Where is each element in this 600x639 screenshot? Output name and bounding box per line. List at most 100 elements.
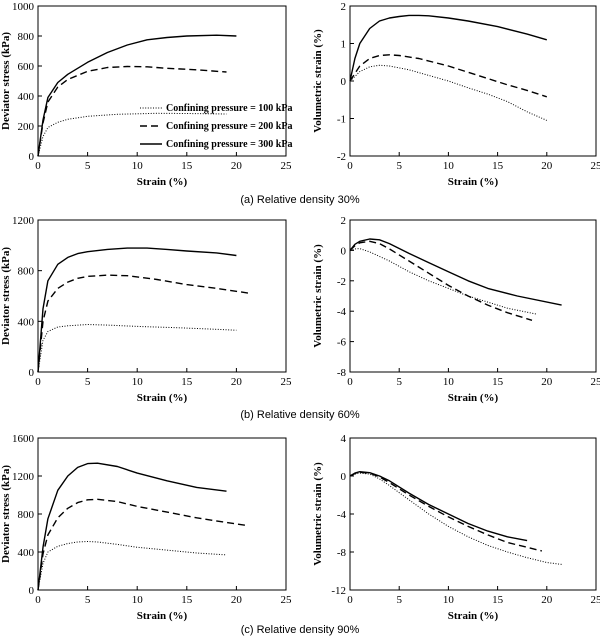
chart-panel-a-left: 0 5 10 15 20 25 0 200 400 600 800 1000 Strain (%) Dev…	[0, 1, 292, 188]
x-tick-label: 10	[443, 594, 455, 606]
series-line-confining-pressure-300-kpa	[349, 238, 562, 306]
plot-frame	[37, 5, 287, 157]
y-tick-label: 0	[341, 471, 347, 483]
x-axis-label: Strain (%)	[448, 610, 499, 622]
x-tick-label: 5	[85, 160, 91, 172]
y-axis-label: Deviator stress (kPa)	[0, 247, 12, 345]
x-tick-label: 15	[492, 376, 504, 388]
legend-label-100: Confining pressure = 100 kPa	[166, 103, 292, 114]
y-tick-label: 1200	[12, 471, 35, 483]
y-tick-label: 4	[341, 433, 347, 445]
x-tick-label: 15	[181, 594, 193, 606]
x-tick-label: 5	[396, 376, 402, 388]
series-line-confining-pressure-300-kpa	[37, 247, 237, 373]
y-tick-label: 800	[18, 509, 35, 521]
y-tick-label: 0	[29, 585, 35, 597]
chart-panel-c-right: 0 5 10 15 20 25 -12 -8 -4 0 4 Strain (%) Volumetric …	[312, 433, 600, 622]
series-line-confining-pressure-300-kpa	[349, 471, 528, 542]
series-line-confining-pressure-200-kpa	[37, 65, 227, 157]
series-line-confining-pressure-100-kpa	[349, 248, 538, 315]
series-line-confining-pressure-100-kpa	[37, 324, 237, 373]
x-tick-label: 20	[231, 594, 243, 606]
y-tick-label: -4	[337, 509, 347, 521]
x-tick-label: 15	[181, 376, 193, 388]
x-tick-label: 10	[132, 594, 144, 606]
series-line-confining-pressure-200-kpa	[37, 498, 247, 591]
y-axis-label: Volumetric strain (%)	[312, 244, 324, 348]
y-tick-label: -8	[337, 367, 347, 379]
y-tick-label: 800	[18, 31, 35, 43]
legend-label-300: Confining pressure = 300 kPa	[166, 139, 292, 150]
series-line-confining-pressure-300-kpa	[37, 462, 227, 591]
x-tick-label: 20	[231, 376, 243, 388]
chart-panel-a-right: 0 5 10 15 20 25 -2 -1 0 1 2 Strain (%) Volumetric st…	[312, 1, 600, 188]
series-line-confining-pressure-300-kpa	[37, 34, 237, 157]
series-line-confining-pressure-200-kpa	[349, 240, 533, 321]
caption-b: (b) Relative density 60%	[240, 409, 359, 421]
x-axis-label: Strain (%)	[137, 176, 188, 188]
y-tick-label: 1600	[12, 433, 35, 445]
x-tick-label: 15	[181, 160, 193, 172]
x-tick-label: 15	[492, 160, 504, 172]
x-tick-label: 10	[443, 160, 455, 172]
y-tick-label: -2	[337, 276, 346, 288]
legend: Confining pressure = 100 kPa Confining p…	[140, 103, 292, 150]
x-tick-label: 20	[541, 594, 553, 606]
x-tick-label: 0	[347, 594, 353, 606]
x-tick-label: 0	[35, 160, 41, 172]
y-axis-label: Deviator stress (kPa)	[0, 32, 12, 130]
chart-panel-b-left: 0 5 10 15 20 25 0 400 800 1200 Strain (%) Deviator …	[0, 215, 292, 404]
x-tick-label: 25	[591, 376, 600, 388]
x-tick-label: 5	[85, 376, 91, 388]
y-tick-label: 1	[341, 39, 347, 51]
chart-panel-b-right: 0 5 10 15 20 25 -8 -6 -4 -2 0 2 Strain (%) Volumetric…	[312, 215, 600, 404]
y-tick-label: 0	[341, 76, 347, 88]
y-tick-label: 400	[18, 91, 35, 103]
x-tick-label: 5	[396, 160, 402, 172]
x-axis-label: Strain (%)	[448, 392, 499, 404]
x-tick-label: 5	[396, 594, 402, 606]
y-tick-label: -6	[337, 337, 347, 349]
x-tick-label: 10	[132, 376, 144, 388]
plot-frame	[349, 437, 597, 591]
y-tick-label: 200	[18, 121, 35, 133]
x-tick-label: 25	[591, 594, 600, 606]
y-tick-label: 2	[341, 1, 347, 13]
series-line-confining-pressure-200-kpa	[349, 54, 548, 98]
x-tick-label: 20	[231, 160, 243, 172]
y-tick-label: -1	[337, 114, 346, 126]
legend-label-200: Confining pressure = 200 kPa	[166, 121, 292, 132]
y-tick-label: -2	[337, 151, 346, 163]
caption-a: (a) Relative density 30%	[240, 194, 359, 206]
x-tick-label: 25	[591, 160, 600, 172]
y-tick-label: 0	[29, 367, 35, 379]
y-tick-label: 0	[341, 245, 347, 257]
x-tick-label: 0	[347, 376, 353, 388]
y-tick-label: 1000	[12, 1, 35, 13]
y-tick-label: 600	[18, 61, 35, 73]
series-line-confining-pressure-100-kpa	[349, 472, 562, 565]
y-tick-label: 400	[18, 547, 35, 559]
series-line-confining-pressure-100-kpa	[37, 541, 227, 591]
series-line-confining-pressure-300-kpa	[349, 14, 547, 82]
x-tick-label: 20	[541, 160, 553, 172]
x-tick-label: 0	[347, 160, 353, 172]
series-line-confining-pressure-200-kpa	[349, 471, 543, 552]
y-axis-label: Volumetric strain (%)	[312, 29, 324, 133]
plot-frame	[349, 219, 597, 373]
y-tick-label: 0	[29, 151, 35, 163]
series-line-confining-pressure-100-kpa	[37, 112, 227, 157]
x-tick-label: 5	[85, 594, 91, 606]
x-axis-label: Strain (%)	[137, 610, 188, 622]
y-axis-label: Deviator stress (kPa)	[0, 465, 12, 563]
y-tick-label: 1200	[12, 215, 35, 227]
x-tick-label: 10	[132, 160, 144, 172]
x-axis-label: Strain (%)	[448, 176, 499, 188]
x-tick-label: 25	[281, 594, 293, 606]
x-tick-label: 25	[281, 376, 293, 388]
x-tick-label: 0	[35, 594, 41, 606]
y-axis-label: Volumetric strain (%)	[312, 462, 324, 566]
x-tick-label: 0	[35, 376, 41, 388]
y-tick-label: 800	[18, 266, 35, 278]
